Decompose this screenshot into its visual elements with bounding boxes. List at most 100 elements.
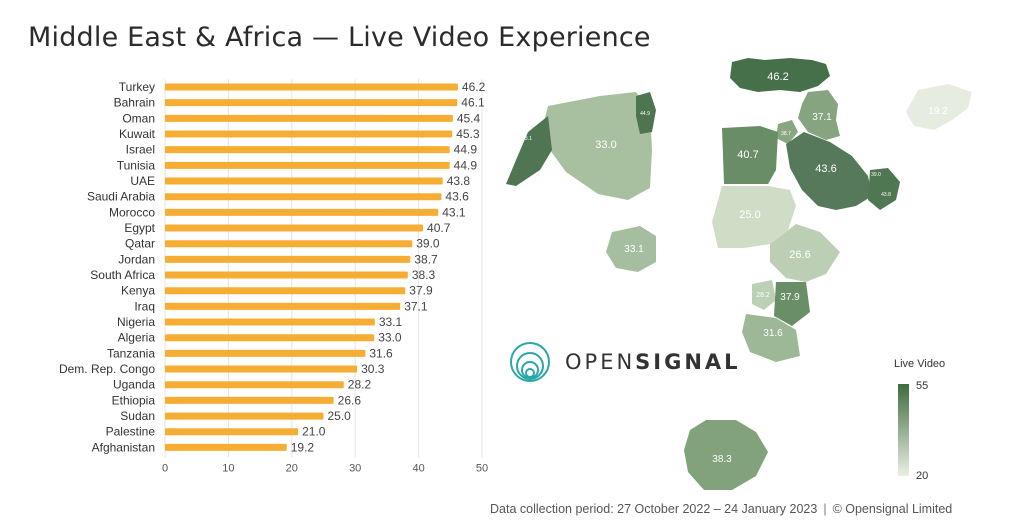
category-label: Dem. Rep. Congo <box>59 362 155 376</box>
category-label: Jordan <box>118 252 155 266</box>
category-label: Afghanistan <box>92 440 155 454</box>
bar <box>165 114 453 122</box>
category-label: Ethiopia <box>112 393 156 407</box>
map-country-saudi-arabia <box>786 132 872 210</box>
map-value-label: 28.2 <box>756 292 770 299</box>
map-country-egypt <box>722 126 778 184</box>
bar <box>165 255 411 263</box>
bar <box>165 302 401 310</box>
choropleth-map: 46.2 37.1 19.2 33.0 40.7 43.6 25.0 33.1 26.6 28.2… <box>506 58 972 490</box>
map-value-label: 39.0 <box>871 172 881 178</box>
value-label: 44.9 <box>454 158 478 172</box>
map-country-kenya <box>774 282 810 326</box>
bar <box>165 208 439 216</box>
page-title: Middle East & Africa — Live Video Experi… <box>28 22 651 53</box>
value-label: 21.0 <box>302 425 326 439</box>
x-tick-label: 0 <box>162 462 168 474</box>
bar <box>165 146 450 154</box>
map-legend: Live Video 55 20 <box>880 358 960 488</box>
category-label: Tanzania <box>107 346 155 360</box>
category-label: Palestine <box>106 425 156 439</box>
map-country-turkey <box>730 58 830 92</box>
bar <box>165 443 287 451</box>
map-country-uganda <box>752 280 776 310</box>
map-country-south-africa <box>684 420 768 490</box>
category-label: Tunisia <box>117 158 156 172</box>
category-label: Uganda <box>113 378 155 392</box>
legend-max-label: 55 <box>916 380 929 392</box>
bar <box>165 318 375 326</box>
map-value-label: 31.6 <box>763 328 783 339</box>
category-label: Kenya <box>121 284 155 298</box>
bar <box>165 396 334 404</box>
value-label: 43.6 <box>445 190 469 204</box>
value-label: 25.0 <box>328 409 352 423</box>
map-country-sudan <box>712 186 796 248</box>
value-label: 43.1 <box>442 205 466 219</box>
category-label: Israel <box>126 143 155 157</box>
bar <box>165 365 358 373</box>
map-value-label: 46.2 <box>767 71 788 83</box>
category-label: Turkey <box>119 80 155 94</box>
value-label: 37.1 <box>404 299 428 313</box>
category-label: Saudi Arabia <box>87 190 155 204</box>
category-label: Qatar <box>125 237 155 251</box>
footer-copyright: © Opensignal Limited <box>832 502 953 516</box>
map-value-label: 33.0 <box>595 139 616 151</box>
value-label: 26.6 <box>338 393 362 407</box>
bar-chart: 0 10 20 30 40 50 Turkey 46.2 Bahrain 46.1 Oman 45.4… <box>59 79 488 474</box>
footer-period: Data collection period: 27 October 2022 … <box>490 502 818 516</box>
bar <box>165 130 453 138</box>
value-label: 33.1 <box>379 315 403 329</box>
wordmark-light: OPEN <box>565 350 636 374</box>
bar <box>165 271 408 279</box>
value-label: 45.3 <box>456 127 480 141</box>
x-tick-label: 30 <box>349 462 361 474</box>
value-label: 38.7 <box>414 252 438 266</box>
value-label: 45.4 <box>457 111 481 125</box>
category-label: Algeria <box>118 331 156 345</box>
map-country-afghanistan <box>906 84 972 130</box>
category-label: South Africa <box>90 268 155 282</box>
map-country-ethiopia <box>770 224 840 282</box>
value-label: 28.2 <box>348 378 372 392</box>
value-label: 38.3 <box>412 268 436 282</box>
map-country-tunisia <box>636 92 656 134</box>
bar <box>165 381 344 389</box>
bar <box>165 334 375 342</box>
map-value-label: 33.1 <box>624 244 644 255</box>
category-label: Sudan <box>120 409 155 423</box>
map-value-label: 25.0 <box>739 209 760 221</box>
value-label: 40.7 <box>427 221 451 235</box>
map-country-algeria <box>542 92 652 200</box>
map-country-jordan <box>776 120 798 144</box>
category-label: Iraq <box>134 299 155 313</box>
bar <box>165 193 442 201</box>
x-tick-label: 20 <box>286 462 298 474</box>
value-label: 30.3 <box>361 362 385 376</box>
wordmark-bold: SIGNAL <box>635 350 741 374</box>
map-value-label: 26.6 <box>789 249 810 261</box>
bar <box>165 83 458 91</box>
bar <box>165 428 299 436</box>
category-label: Nigeria <box>117 315 155 329</box>
map-value-label: 37.9 <box>780 292 800 303</box>
category-label: Kuwait <box>119 127 156 141</box>
footer-separator: | <box>823 502 827 516</box>
map-value-label: 19.2 <box>928 106 948 117</box>
legend-min-label: 20 <box>916 470 929 482</box>
value-label: 46.1 <box>461 96 485 110</box>
bar <box>165 99 458 107</box>
map-country-morocco <box>506 116 552 186</box>
map-value-label: 38.3 <box>712 454 732 465</box>
value-label: 31.6 <box>369 346 393 360</box>
legend-gradient <box>898 384 909 476</box>
value-label: 43.8 <box>447 174 471 188</box>
x-tick-label: 40 <box>412 462 424 474</box>
category-label: Egypt <box>124 221 155 235</box>
value-label: 37.9 <box>409 284 433 298</box>
map-country-nigeria <box>606 226 656 272</box>
value-label: 39.0 <box>416 237 440 251</box>
x-tick-label: 50 <box>476 462 488 474</box>
value-label: 33.0 <box>378 331 402 345</box>
